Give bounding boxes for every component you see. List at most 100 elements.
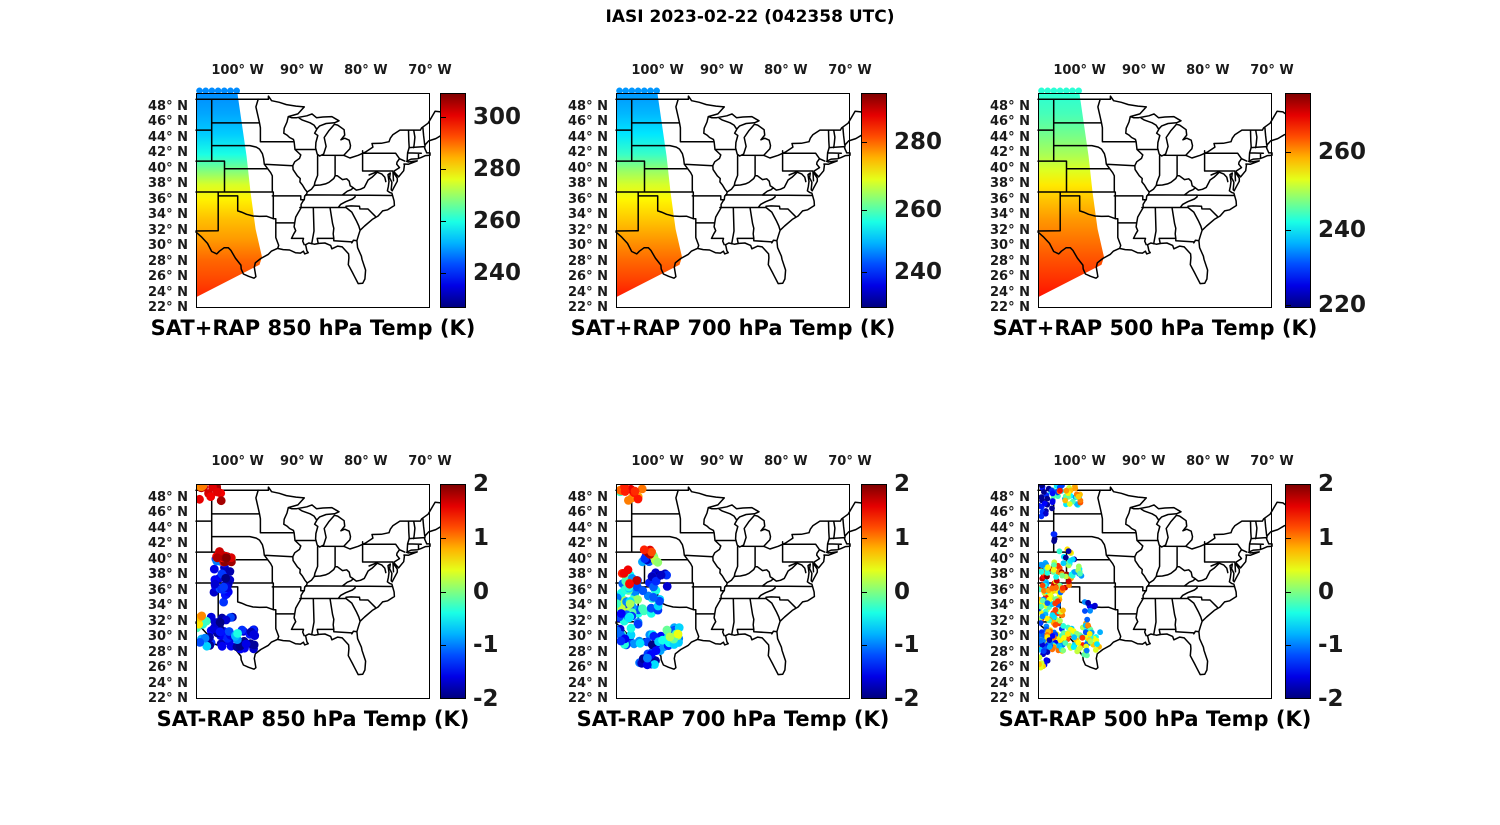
axes-frame xyxy=(616,93,850,308)
obs-dot xyxy=(212,487,222,497)
swath-scallop xyxy=(1075,87,1082,95)
obs-dot xyxy=(1079,634,1086,641)
map-sat-minus-rap-850 xyxy=(195,484,450,699)
colorbar-tick-label: -2 xyxy=(894,686,920,712)
lon-tick-label: 70° W xyxy=(1250,63,1294,78)
lat-tick-label: 30° N xyxy=(568,629,608,645)
obs-dot xyxy=(212,553,222,563)
lat-tick-label: 30° N xyxy=(990,238,1030,254)
axes-frame xyxy=(196,484,430,699)
obs-dot xyxy=(1071,634,1078,641)
lat-tick-label: 48° N xyxy=(568,98,608,114)
satellite-swath xyxy=(1038,93,1104,298)
obs-dot xyxy=(616,609,626,618)
lon-tick-label: 70° W xyxy=(1250,454,1294,469)
obs-dot xyxy=(638,586,648,596)
obs-dot xyxy=(624,613,634,623)
obs-dot xyxy=(1049,499,1056,506)
colorbar-tick-mark xyxy=(1286,537,1291,539)
axes-frame xyxy=(1038,484,1272,699)
lat-tick-label: 48° N xyxy=(568,489,608,505)
obs-dot xyxy=(202,641,212,651)
swath-scallop xyxy=(647,87,654,95)
swath-scallop xyxy=(227,87,234,95)
colorbar-tick-label: 2 xyxy=(894,471,911,497)
obs-dot xyxy=(1049,490,1056,497)
obs-dot xyxy=(1059,585,1066,591)
obs-dot xyxy=(1085,599,1091,606)
colorbar-tick-mark xyxy=(441,168,446,170)
obs-dot xyxy=(1060,647,1067,654)
lat-tick-label: 40° N xyxy=(148,160,188,176)
swath-scallop xyxy=(628,87,636,95)
obs-dot xyxy=(632,576,642,585)
obs-dot xyxy=(1049,612,1056,618)
swath-scallop xyxy=(1050,87,1058,95)
obs-dot xyxy=(625,599,635,609)
obs-dot xyxy=(1044,615,1050,622)
obs-dot xyxy=(1075,563,1082,570)
colorbar-tick-mark xyxy=(862,142,867,144)
lat-tick-label: 28° N xyxy=(148,644,188,660)
obs-dot xyxy=(646,603,656,613)
colorbar-tick-label: 240 xyxy=(894,259,943,286)
obs-dot xyxy=(1077,645,1083,651)
obs-dot xyxy=(1038,569,1045,575)
obs-dot xyxy=(1085,622,1091,629)
obs-dot xyxy=(196,494,204,504)
obs-dot xyxy=(1082,608,1088,614)
obs-dot xyxy=(1043,657,1050,664)
obs-dot xyxy=(1077,570,1083,577)
colorbar-tick-label: 260 xyxy=(1318,138,1367,165)
lon-tick-label: 90° W xyxy=(700,454,744,469)
lat-tick-label: 34° N xyxy=(148,207,188,223)
lat-tick-label: 44° N xyxy=(148,520,188,536)
obs-dot xyxy=(637,484,647,494)
lat-tick-label: 26° N xyxy=(568,269,608,285)
obs-scatter-layer xyxy=(1038,484,1103,671)
obs-dot xyxy=(1059,484,1065,489)
lon-tick-label: 80° W xyxy=(764,63,808,78)
obs-dot xyxy=(219,597,228,607)
obs-dot xyxy=(216,496,226,506)
obs-dot xyxy=(1038,513,1045,520)
lat-tick-label: 24° N xyxy=(990,675,1030,691)
obs-dot xyxy=(1038,484,1045,489)
obs-dot xyxy=(656,570,666,580)
lat-tick-label: 22° N xyxy=(148,300,188,315)
lat-tick-label: 26° N xyxy=(148,269,188,285)
map-sat-minus-rap-500 xyxy=(1037,484,1292,699)
colorbar-tick-mark xyxy=(441,272,446,274)
obs-dot xyxy=(635,638,645,648)
lon-tick-label: 90° W xyxy=(1122,63,1166,78)
obs-dot xyxy=(624,496,633,505)
lat-tick-label: 44° N xyxy=(990,129,1030,145)
lat-tick-label: 46° N xyxy=(990,114,1030,130)
lat-tick-label: 30° N xyxy=(990,629,1030,645)
lat-tick-label: 48° N xyxy=(990,489,1030,505)
lat-tick-label: 32° N xyxy=(148,222,188,238)
lon-tick-label: 80° W xyxy=(344,63,388,78)
lat-tick-label: 38° N xyxy=(148,567,188,583)
obs-dot xyxy=(1051,562,1057,568)
obs-dot xyxy=(1056,548,1063,555)
colorbar-tick-label: 280 xyxy=(473,155,522,182)
swath-scallop xyxy=(202,87,209,95)
swath-scallop xyxy=(616,87,623,95)
lat-tick-label: 30° N xyxy=(148,629,188,645)
panel-title-sat-plus-rap-700: SAT+RAP 700 hPa Temp (K) xyxy=(570,316,896,340)
obs-dot xyxy=(623,565,633,575)
obs-dot xyxy=(662,582,672,591)
lon-tick-label: 100° W xyxy=(211,454,264,469)
obs-dot xyxy=(649,592,658,602)
colorbar-tick-label: 260 xyxy=(473,207,522,234)
panel-title-sat-plus-rap-850: SAT+RAP 850 hPa Temp (K) xyxy=(150,316,476,340)
obs-dot xyxy=(249,630,259,639)
swath-scallop xyxy=(653,87,660,95)
colorbar-tick-label: 1 xyxy=(894,524,911,551)
lon-tick-label: 70° W xyxy=(828,63,872,78)
obs-dot xyxy=(1038,654,1043,661)
lat-tick-label: 42° N xyxy=(990,145,1030,161)
obs-dot xyxy=(1050,567,1057,573)
obs-dot xyxy=(1057,617,1063,624)
